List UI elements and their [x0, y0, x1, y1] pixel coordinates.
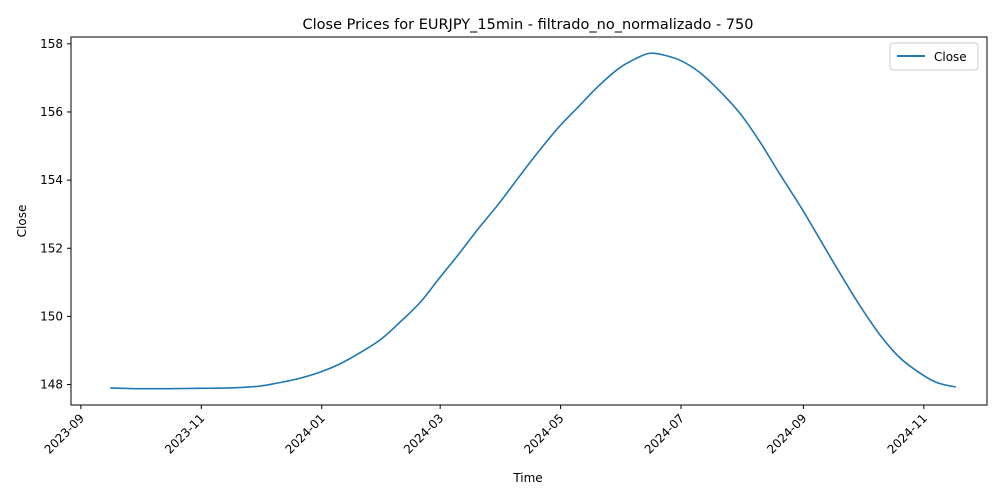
y-tick-label: 148 [40, 378, 63, 392]
data-point [277, 382, 279, 384]
data-point [297, 378, 299, 380]
data-point [257, 385, 260, 387]
data-point [338, 363, 341, 365]
series-layer [109, 52, 957, 390]
data-point [717, 89, 720, 91]
data-point [921, 373, 923, 375]
data-point [109, 387, 112, 389]
y-tick-label: 150 [40, 309, 63, 323]
data-point [400, 320, 402, 323]
data-point [840, 274, 842, 276]
data-point [167, 388, 169, 390]
data-point [597, 85, 599, 88]
plot-area [70, 36, 988, 406]
y-tick-label: 156 [40, 105, 63, 119]
data-point [860, 306, 862, 308]
data-point [319, 371, 321, 373]
data-point [678, 59, 680, 61]
data-point [658, 53, 660, 55]
data-point [577, 106, 579, 108]
data-point [477, 228, 479, 231]
data-point [800, 207, 803, 209]
y-tick-label: 152 [40, 241, 63, 255]
data-point [619, 67, 621, 69]
legend-box [889, 42, 979, 71]
series-line-close [110, 52, 956, 390]
data-point [198, 387, 200, 389]
legend: Close [889, 42, 979, 71]
data-point [759, 141, 761, 143]
data-point [419, 301, 422, 303]
data-point [954, 386, 957, 388]
y-axis-title: Close [15, 205, 29, 238]
y-tick-label: 154 [40, 173, 63, 187]
plot-frame [70, 36, 988, 406]
data-point [698, 71, 700, 73]
y-tick-label: 158 [40, 37, 63, 51]
data-point [137, 388, 139, 390]
data-point [779, 173, 781, 175]
legend-label: Close [934, 50, 967, 64]
data-point [437, 279, 439, 281]
data-point [739, 113, 741, 115]
data-point [899, 357, 901, 359]
x-axis-title: Time [512, 471, 542, 485]
data-point [820, 240, 822, 243]
data-point [937, 382, 939, 384]
data-point [228, 387, 230, 389]
chart-title: Close Prices for EURJPY_15min - filtrado… [303, 17, 754, 33]
data-point [558, 126, 560, 128]
data-point [648, 52, 651, 54]
y-axis: 148 150 152 154 156 158 [40, 37, 71, 392]
data-point [457, 254, 459, 256]
data-point [538, 150, 540, 152]
data-point [380, 338, 382, 340]
data-point [879, 334, 882, 337]
data-point [358, 352, 360, 354]
data-point [638, 56, 641, 58]
data-point [518, 176, 520, 178]
data-point [498, 202, 500, 204]
